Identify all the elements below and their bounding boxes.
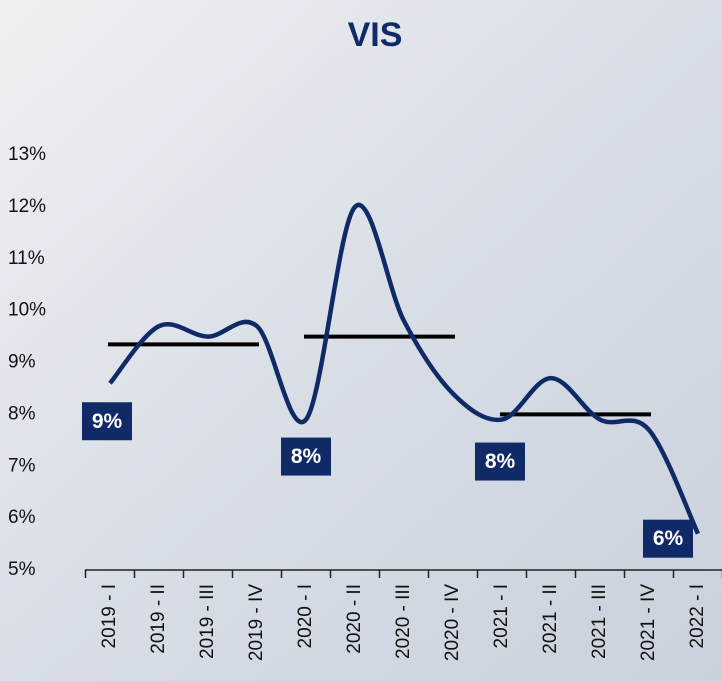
annotation-label: 8% — [291, 445, 322, 468]
x-tick-label: 2022 - I — [687, 584, 708, 648]
x-tick-label: 2019 - I — [99, 584, 120, 648]
x-tick-label: 2020 - III — [393, 584, 414, 659]
y-tick-label: 13% — [8, 144, 46, 165]
y-tick-label: 8% — [8, 403, 36, 424]
chart-title: VIS — [348, 16, 403, 54]
x-tick-label: 2021 - III — [589, 584, 610, 659]
x-tick-label: 2020 - I — [295, 584, 316, 648]
chart: VIS 5% 6% 7% 8% 9% 10% 11% 12% 13% 2019 - I 2019 -… — [0, 0, 722, 681]
background — [0, 0, 722, 681]
y-tick-label: 11% — [8, 248, 45, 269]
x-tick-label: 2021 - II — [540, 584, 561, 654]
x-tick-label: 2021 - I — [491, 584, 512, 648]
x-tick-label: 2021 - IV — [638, 584, 659, 661]
x-tick-label: 2020 - II — [344, 584, 365, 654]
y-tick-label: 9% — [8, 352, 36, 373]
annotation-label: 9% — [92, 410, 123, 433]
x-tick-label: 2019 - II — [148, 584, 169, 654]
x-tick-label: 2019 - III — [197, 584, 218, 659]
y-tick-label: 12% — [8, 196, 46, 217]
y-tick-label: 5% — [8, 559, 36, 580]
annotation-label: 6% — [653, 527, 684, 550]
x-tick-label: 2019 - IV — [246, 584, 267, 661]
x-tick-label: 2020 - IV — [442, 584, 463, 661]
y-tick-label: 7% — [8, 455, 36, 476]
annotation-label: 8% — [485, 450, 516, 473]
y-tick-label: 6% — [8, 507, 36, 528]
y-tick-label: 10% — [8, 300, 46, 321]
